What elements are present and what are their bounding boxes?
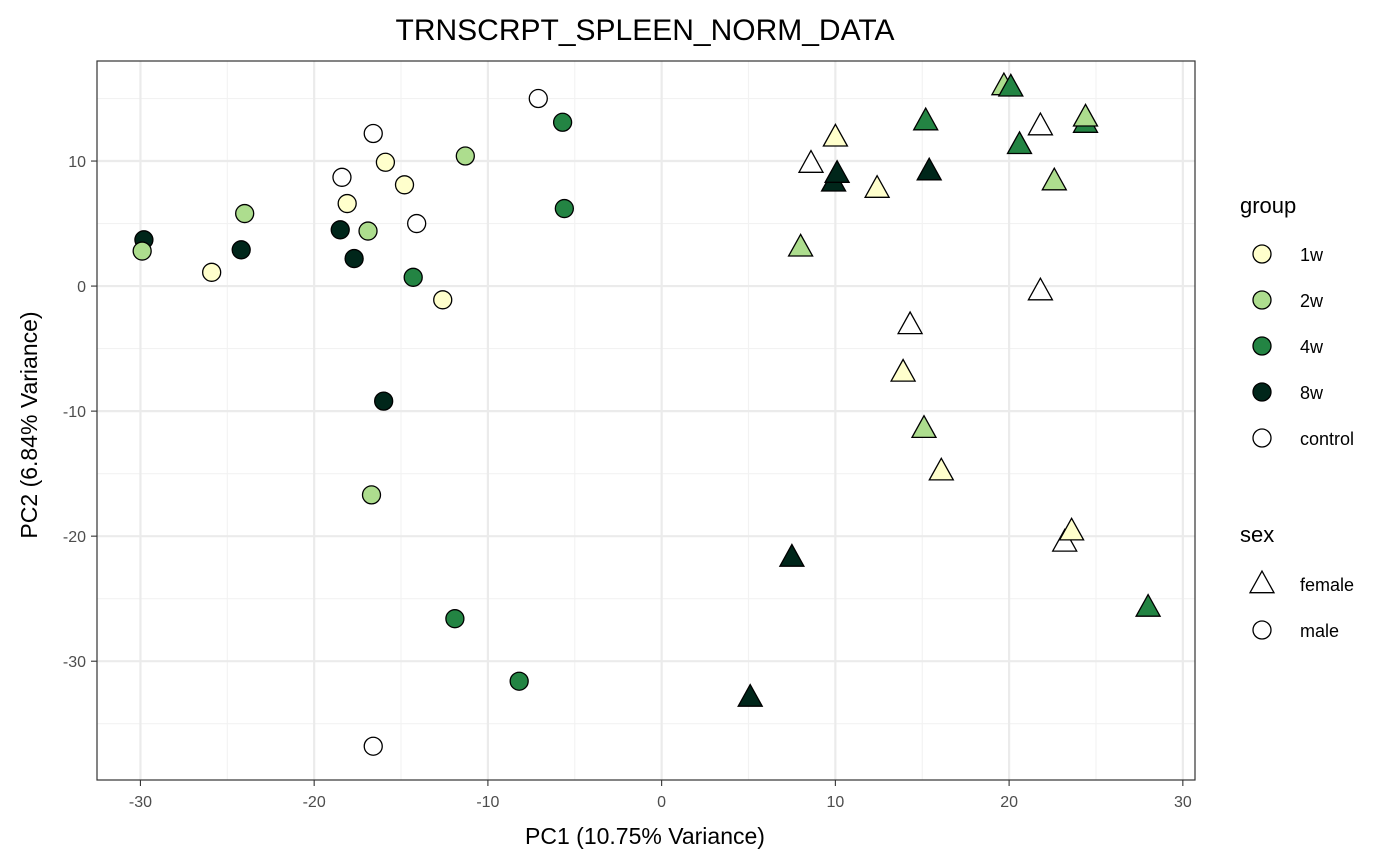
data-point-control-female [797, 149, 825, 173]
data-point-2w-female [1072, 103, 1099, 127]
legend-label-2w: 2w [1300, 291, 1324, 311]
data-point-control-male [332, 167, 352, 187]
legend-key-control [1252, 428, 1272, 448]
plot-panel [96, 60, 1196, 781]
data-point-1w-female [1058, 516, 1085, 541]
data-point-4w-male [554, 198, 574, 219]
legend-label-male: male [1300, 621, 1339, 641]
data-point-4w-female [997, 73, 1024, 97]
data-point-2w-female [787, 233, 814, 257]
y-tick-label: 10 [68, 154, 86, 171]
x-tick-label: -10 [476, 794, 499, 811]
data-point-2w-male [361, 485, 382, 505]
plot-title: TRNSCRPT_SPLEEN_NORM_DATA [396, 14, 895, 47]
data-point-4w-female [1134, 593, 1162, 617]
legend-sex: sex female male [1240, 522, 1354, 641]
data-point-1w-female [822, 123, 849, 147]
legend-key-4w [1252, 336, 1272, 356]
data-point-2w-male [455, 146, 475, 166]
x-tick-label: -20 [303, 794, 326, 811]
data-point-2w-male [358, 221, 378, 241]
panel-background [97, 61, 1195, 780]
data-point-4w-male [552, 112, 573, 132]
x-axis-title: PC1 (10.75% Variance) [525, 823, 765, 849]
minor-gridlines [97, 61, 1195, 780]
data-point-4w-male [509, 671, 529, 691]
major-gridlines [97, 61, 1195, 780]
data-point-8w-male [374, 391, 394, 411]
data-point-1w-male [337, 193, 357, 214]
y-tick-label: 0 [77, 279, 86, 296]
data-point-8w-female [737, 683, 764, 707]
data-point-4w-female [912, 106, 939, 131]
data-point-control-female [1027, 111, 1054, 136]
data-point-1w-male [202, 262, 222, 282]
data-point-1w-male [433, 290, 453, 310]
panel-border [96, 60, 1196, 781]
data-point-control-female [896, 310, 924, 335]
legend-label-female: female [1300, 575, 1354, 595]
legend-sex-title: sex [1240, 522, 1274, 547]
data-point-8w-female [823, 159, 851, 183]
data-point-4w-male [403, 267, 423, 287]
x-tick-label: 20 [1000, 794, 1018, 811]
data-point-2w-female [910, 414, 938, 439]
y-axis-ticks: -30 -20 -10 0 10 [63, 154, 97, 671]
data-point-control-male [528, 88, 548, 109]
legend-label-control: control [1300, 429, 1354, 449]
data-point-4w-male [445, 609, 465, 629]
x-tick-label: 30 [1174, 794, 1192, 811]
data-point-1w-female [928, 456, 955, 481]
data-point-1w-female [863, 174, 891, 198]
data-point-8w-female [916, 156, 943, 181]
data-points [132, 71, 1162, 756]
data-point-2w-male [235, 203, 255, 224]
legend-label-4w: 4w [1300, 337, 1324, 357]
data-point-1w-female [889, 358, 917, 382]
y-tick-label: -10 [63, 404, 86, 421]
legend-key-1w [1252, 244, 1272, 264]
x-tick-label: -30 [129, 794, 152, 811]
legend-label-1w: 1w [1300, 245, 1324, 265]
data-point-1w-male [394, 175, 415, 195]
data-point-control-female [1027, 276, 1054, 301]
x-tick-label: 10 [826, 794, 844, 811]
data-point-control-male [407, 213, 427, 234]
legend-key-8w [1252, 382, 1272, 402]
legend-key-female [1248, 569, 1276, 594]
data-point-2w-female [1041, 166, 1068, 191]
legend-label-8w: 8w [1300, 383, 1324, 403]
x-tick-label: 0 [657, 794, 666, 811]
data-point-control-male [363, 736, 383, 756]
y-tick-label: -30 [63, 654, 86, 671]
data-point-8w-female [778, 543, 806, 567]
data-point-4w-female [1006, 130, 1033, 155]
data-point-2w-male [132, 241, 152, 261]
data-point-control-male [363, 123, 383, 144]
legend-group-title: group [1240, 193, 1296, 218]
data-point-8w-male [344, 248, 364, 269]
y-axis-title: PC2 (6.84% Variance) [16, 311, 42, 538]
legend-key-male [1252, 620, 1272, 640]
x-axis-ticks: -30 -20 -10 0 10 20 30 [129, 780, 1192, 811]
data-point-8w-male [231, 240, 251, 260]
legend-group: group 1w 2w 4w 8w control [1240, 193, 1354, 449]
data-point-1w-male [375, 152, 396, 172]
data-point-8w-male [330, 220, 350, 240]
legend-key-2w [1252, 290, 1272, 310]
y-tick-label: -20 [63, 529, 86, 546]
